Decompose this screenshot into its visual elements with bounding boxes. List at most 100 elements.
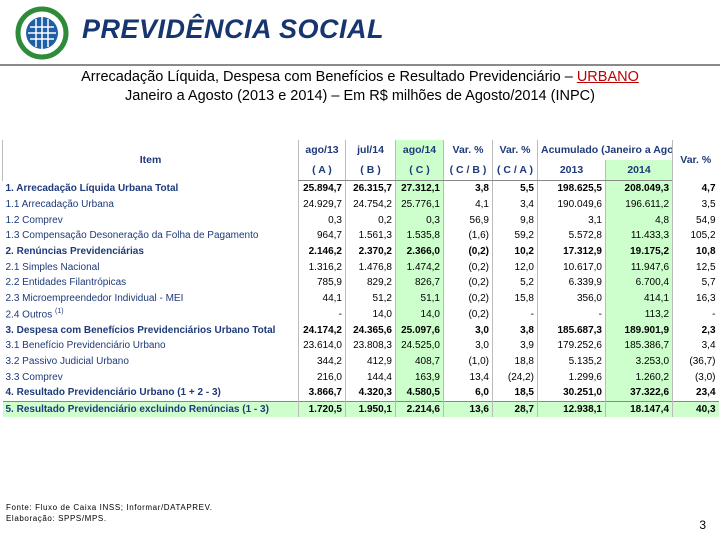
row-label: 5. Resultado Previdenciário excluindo Re…	[2, 400, 299, 418]
column-code: ( B )	[345, 160, 396, 181]
cell: 190.049,6	[537, 196, 606, 213]
source: Fonte: Fluxo de Caixa INSS; Informar/DAT…	[6, 503, 213, 512]
cell: 56,9	[443, 212, 493, 229]
table-row: 5. Resultado Previdenciário excluindo Re…	[2, 400, 719, 418]
cell: 185.386,7	[604, 337, 673, 354]
credit: Elaboração: SPPS/MPS.	[6, 514, 107, 523]
row-label-text: 2.4 Outros	[5, 309, 53, 321]
year-header: 2014	[604, 160, 673, 181]
header-row: Item ago/13 jul/14 ago/14 Var. % Var. % Acumul…	[2, 140, 719, 181]
title: Arrecadação Líquida, Despesa com Benefíc…	[0, 68, 720, 106]
cell: 51,1	[395, 290, 444, 307]
row-label: 2. Renúncias Previdenciárias	[3, 244, 299, 260]
cell: -	[537, 306, 606, 323]
cell: 19.175,2	[604, 243, 673, 260]
column-header: jul/14	[345, 140, 396, 160]
cell: 2.214,6	[395, 400, 444, 418]
cell: 54,9	[672, 212, 719, 229]
row-label-text: 1. Arrecadação Líquida Urbana Total	[5, 183, 179, 195]
cell: 964,7	[298, 228, 346, 244]
cell: 0,3	[395, 212, 444, 229]
column-header: ago/14	[395, 140, 444, 160]
table-row: 2.2 Entidades Filantrópicas 785,9 829,2 826…	[3, 275, 719, 291]
cell: 10,8	[672, 243, 719, 260]
cell: 13,6	[443, 400, 493, 418]
row-label-text: 3.1 Benefício Previdenciário Urbano	[5, 340, 166, 352]
column-header: Var. %	[443, 140, 493, 160]
cell: 1.535,8	[395, 228, 444, 244]
cell: 10,2	[492, 243, 538, 260]
cell: 24.174,2	[298, 322, 346, 338]
cell: 2.370,2	[345, 243, 396, 260]
cell: 10.617,0	[537, 259, 606, 276]
cell: 144,4	[345, 369, 396, 385]
cell: 1.950,1	[345, 400, 396, 418]
brand: PREVIDÊNCIA SOCIAL	[82, 14, 385, 44]
title-line1: Arrecadação Líquida, Despesa com Benefíc…	[81, 69, 577, 85]
cell: (0,2)	[443, 275, 493, 291]
table-row: 2. Renúncias Previdenciárias 2.146,2 2.370…	[3, 243, 719, 260]
cell: 17.312,9	[537, 243, 606, 260]
cell: 785,9	[298, 275, 346, 291]
table-row: 2.1 Simples Nacional 1.316,2 1.476,8 1.474,…	[3, 259, 719, 276]
cell: 12.938,1	[537, 400, 606, 418]
cell: 18.147,4	[604, 400, 673, 418]
cell: 30.251,0	[537, 384, 606, 402]
cell: 4.580,5	[395, 384, 444, 402]
cell: 1.561,3	[345, 228, 396, 244]
cell: 3,5	[672, 196, 719, 213]
row-label-text: 3. Despesa com Benefícios Previdenciário…	[5, 324, 276, 336]
cell: (1,0)	[443, 353, 493, 370]
footnote: Fonte: Fluxo de Caixa INSS; Informar/DAT…	[6, 502, 213, 524]
cell: (3,0)	[672, 369, 719, 385]
cell: 5,2	[492, 275, 538, 291]
row-label: 3.2 Passivo Judicial Urbano	[3, 354, 299, 370]
cell: 5.135,2	[537, 353, 606, 370]
cell: -	[672, 306, 719, 323]
cell: (0,2)	[443, 259, 493, 276]
accumulated-header: Acumulado (Janeiro a Agosto)	[536, 140, 673, 160]
row-label-text: 2.2 Entidades Filantrópicas	[5, 277, 127, 289]
cell: 9,8	[492, 212, 538, 229]
column-code: ( C )	[395, 160, 444, 181]
cell: 344,2	[298, 353, 346, 370]
row-label-text: 2.1 Simples Nacional	[5, 261, 100, 273]
cell: 4.320,3	[345, 384, 396, 402]
row-label: 2.3 Microempreendedor Individual - MEI	[3, 291, 299, 307]
cell: 51,2	[345, 290, 396, 307]
table-row: 3.3 Comprev 216,0 144,4 163,9 13,4 (24,2) 1.29…	[3, 369, 719, 385]
column-header: Var. %	[672, 140, 719, 181]
cell: 25.776,1	[395, 196, 444, 213]
cell: 179.252,6	[537, 337, 606, 354]
row-label: 3.3 Comprev	[3, 369, 299, 385]
cell: 826,7	[395, 275, 444, 291]
cell: 3,8	[443, 180, 493, 197]
cell: 4,8	[604, 212, 673, 229]
row-label: 3.1 Benefício Previdenciário Urbano	[3, 338, 299, 354]
cell: 16,3	[672, 290, 719, 307]
cell: 189.901,9	[604, 322, 673, 338]
cell: 13,4	[443, 369, 493, 385]
table-row: 2.4 Outros (1) -14,0 14,0 (0,2) - -113,2-	[3, 306, 719, 323]
table-row: 3.1 Benefício Previdenciário Urbano 23.61…	[3, 337, 719, 354]
cell: 15,8	[492, 290, 538, 307]
cell: 6.339,9	[537, 275, 606, 291]
cell: 14,0	[395, 306, 444, 323]
cell: 3,0	[443, 337, 493, 354]
cell: 4,1	[443, 196, 493, 213]
cell: 5,7	[672, 275, 719, 291]
row-label-text: 2.3 Microempreendedor Individual - MEI	[5, 293, 184, 305]
year-header: 2013	[537, 160, 606, 181]
cell: 2.366,0	[395, 243, 444, 260]
header-row: ( A )( B )( C )( C / B )( C / A ) 2013 201…	[3, 160, 719, 181]
cell: 2.146,2	[298, 243, 346, 260]
cell: 6.700,4	[604, 275, 673, 291]
row-label: 3. Despesa com Benefícios Previdenciário…	[3, 322, 299, 338]
column-header: Var. %	[492, 140, 538, 160]
cell: 44,1	[298, 290, 346, 307]
cell: 1.474,2	[395, 259, 444, 276]
cell: 185.687,3	[537, 322, 606, 338]
cell: (0,2)	[443, 290, 493, 307]
table-row: 1.3 Compensação Desoneração da Folha de …	[3, 228, 719, 244]
